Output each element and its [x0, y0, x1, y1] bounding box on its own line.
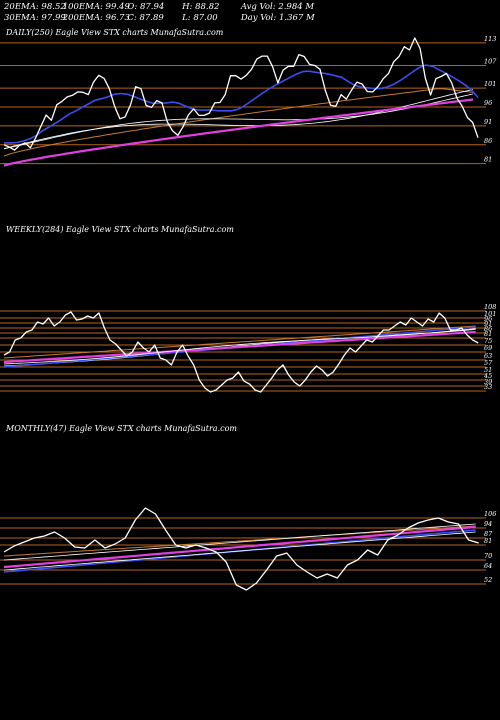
weekly-ema200-line: [3, 330, 476, 364]
monthly-panel-label: MONTHLY(47) Eagle View STX charts Munafa…: [6, 424, 238, 433]
monthly-tick-label-6: 52: [484, 576, 492, 584]
daily-price-line: [3, 37, 479, 151]
daily-tick-label-5: 86: [484, 137, 492, 145]
weekly-tick-label-4: 86: [484, 325, 492, 333]
header-row-2: 30EMA: 97.99 200EMA: 96.73 C: 87.89 L: 8…: [4, 13, 315, 23]
daily-tick-label-1: 107: [484, 58, 497, 66]
weekly-tick-label-1: 101: [484, 310, 496, 318]
weekly-ema50-line: [3, 328, 476, 365]
weekly-tick-label-8: 63: [484, 352, 492, 360]
ema20-value: 20EMA: 98.52: [4, 2, 66, 12]
weekly-tick-label-9: 57: [484, 359, 493, 367]
weekly-tick-label-3: 91: [484, 320, 492, 328]
daily-chart-panel: 113 107 101 96 91 86 81: [0, 35, 497, 167]
monthly-ema200-line: [3, 525, 476, 569]
avg-volume-value: Avg Vol: 2.984 M: [240, 2, 315, 12]
weekly-tick-label-5: 81: [484, 330, 492, 338]
daily-ema200-line: [3, 98, 474, 167]
weekly-tick-label-0: 108: [484, 303, 496, 311]
weekly-tick-label-2: 96: [484, 315, 492, 323]
ema30-value: 30EMA: 97.99: [4, 13, 66, 23]
daily-panel-label: DAILY(250) Eagle View STX charts MunafaS…: [6, 28, 224, 37]
monthly-tick-label-1: 94: [484, 520, 492, 528]
close-value: C: 87.89: [127, 13, 164, 23]
ema200-value: 200EMA: 96.73: [62, 13, 130, 23]
weekly-tick-label-13: 33: [484, 383, 492, 391]
monthly-tick-label-3: 81: [484, 537, 492, 545]
weekly-tick-label-12: 39: [484, 378, 492, 386]
header-row-1: 20EMA: 98.52 100EMA: 99.49 O: 87.94 H: 8…: [4, 2, 314, 12]
daily-tick-label-0: 113: [484, 35, 496, 43]
low-value: L: 87.00: [182, 13, 218, 23]
daily-ema100-line: [3, 88, 474, 157]
open-value: O: 87.94: [127, 2, 165, 12]
daily-tick-label-2: 101: [484, 80, 496, 88]
high-value: H: 88.82: [182, 2, 220, 12]
monthly-tick-label-4: 70: [484, 552, 492, 560]
weekly-tick-label-6: 75: [484, 337, 492, 345]
daily-tick-label-6: 81: [484, 156, 492, 164]
weekly-tick-label-10: 51: [484, 366, 492, 374]
monthly-tick-label-2: 87: [484, 530, 493, 538]
monthly-tick-label-0: 106: [484, 510, 496, 518]
monthly-ema100-line: [3, 525, 476, 557]
daily-ema50-line: [3, 93, 474, 150]
daily-ema20-line: [4, 64, 479, 144]
weekly-ema100-line: [3, 325, 476, 359]
weekly-tick-label-11: 45: [483, 372, 492, 380]
day-volume-value: Day Vol: 1.367 M: [240, 13, 315, 23]
weekly-panel-label: WEEKLY(284) Eagle View STX charts Munafa…: [6, 225, 234, 234]
monthly-price-line: [3, 507, 479, 591]
monthly-ema30-line: [3, 523, 476, 561]
monthly-ema50-line: [3, 531, 476, 571]
daily-tick-label-4: 91: [484, 118, 492, 126]
daily-tick-label-3: 96: [484, 99, 492, 107]
ema100-value: 100EMA: 99.49: [62, 2, 130, 12]
weekly-price-line: [3, 311, 479, 393]
monthly-tick-label-5: 64: [484, 562, 492, 570]
weekly-tick-label-7: 69: [484, 344, 492, 352]
